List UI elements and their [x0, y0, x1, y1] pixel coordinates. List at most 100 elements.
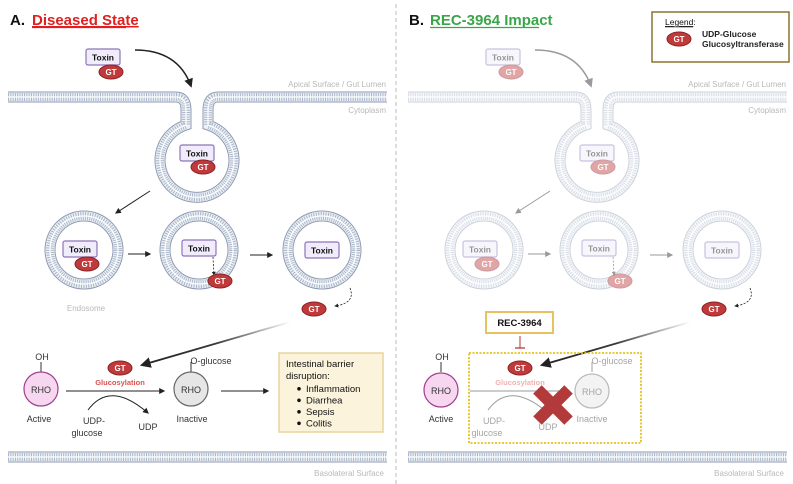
bullet-icon [297, 410, 301, 414]
legend-gt-icon [666, 31, 692, 47]
udp-glucose-label-1: UDP- [83, 416, 105, 426]
toxin-label: Toxin [69, 245, 91, 255]
basolateral-surface-label: Basolateral Surface [314, 469, 384, 478]
panel-b-letter: B. [409, 12, 424, 29]
toxin-label: Toxin [492, 53, 514, 63]
entry-arrow [134, 49, 193, 88]
panel-a: A. Diseased State Apical Surface / Gut L… [8, 12, 387, 478]
outcome-item: Inflammation [306, 384, 360, 395]
oh-label: OH [35, 352, 49, 362]
udp-label: UDP [138, 422, 157, 432]
red-x-icon [533, 385, 573, 425]
outcome-item: Sepsis [306, 407, 335, 418]
udp-glucose-arrow [87, 395, 149, 414]
gt-label: GT [308, 305, 319, 314]
toxin: Toxin [485, 48, 521, 66]
toxin-label: Toxin [586, 149, 608, 159]
toxin-label: Toxin [311, 246, 333, 256]
gt-to-rho-arrow-b [539, 321, 691, 368]
oh-label-b: OH [435, 352, 449, 362]
outcome-heading-2: disruption: [286, 371, 330, 382]
panel-b-active-elements: GT GT [408, 301, 787, 463]
gt-enzyme: GT [498, 64, 524, 80]
gt-label: GT [214, 277, 225, 286]
gt-label: GT [114, 364, 125, 373]
gt-enzyme: GT [107, 360, 133, 376]
gt-enzyme: GT [701, 301, 727, 317]
toxin: Toxin [462, 240, 498, 258]
release-arrow [334, 287, 352, 308]
udp-glucose-label-1-b: UDP- [483, 416, 505, 426]
gt-label: GT [481, 260, 492, 269]
outcome-heading-1: Intestinal barrier [286, 359, 354, 370]
glucosylation-label: Glucosylation [95, 378, 145, 387]
toxin: Toxin [579, 144, 615, 162]
rho-inactive-label: RHO [181, 385, 201, 395]
inhibitor-label: REC-3964 [497, 318, 542, 329]
toxin: Toxin [85, 48, 121, 66]
toxin-label: Toxin [186, 149, 208, 159]
panel-a-active-elements: GT GT [8, 301, 387, 463]
endosome [682, 210, 762, 290]
rho-active [23, 371, 59, 407]
rho-active-label: RHO [31, 385, 51, 395]
toxin: Toxin [704, 241, 740, 259]
translocation-arrow [211, 256, 216, 276]
bullet-icon [297, 398, 301, 403]
gt-label: GT [105, 68, 116, 77]
rho-inactive-b [574, 373, 610, 409]
arrows-b-faded [514, 49, 674, 276]
udp-label-b: UDP [538, 422, 557, 432]
toxin: Toxin [62, 240, 98, 258]
rho-inactive-label-b: RHO [582, 387, 602, 397]
panel-b: B. REC-3964 Impact Legend: GT UDP-Glucos… [408, 11, 790, 478]
rho-active-b [423, 372, 459, 408]
apical-surface-label: Apical Surface / Gut Lumen [288, 80, 386, 89]
active-label: Active [27, 414, 52, 424]
arrows-a [66, 49, 352, 414]
gt-label: GT [505, 68, 516, 77]
toxin-label: Toxin [188, 244, 210, 254]
inhibitor: REC-3964 [485, 311, 554, 349]
cytoplasm-label: Cytoplasm [348, 106, 386, 115]
legend-description-1: UDP-Glucose [702, 29, 757, 39]
udp-glucose-label-2: glucose [71, 428, 102, 438]
outcome-box: Intestinal barrier disruption: Inflammat… [278, 352, 384, 433]
panel-b-title: REC-3964 Impact [430, 12, 553, 29]
gt-enzyme: GT [474, 256, 500, 272]
gt-label: GT [81, 260, 92, 269]
bullet-icon [297, 421, 301, 426]
legend-gt-label: GT [673, 35, 684, 44]
endosome [559, 210, 639, 290]
legend-description-2: Glucosyltransferase [702, 39, 784, 49]
outcome-item: Diarrhea [306, 396, 343, 407]
gt-label: GT [197, 163, 208, 172]
basolateral-surface-label-b: Basolateral Surface [714, 469, 784, 478]
panel-a-pathway: Toxin GT Toxin GT Toxin GT Toxin GT Toxin [44, 48, 362, 290]
panel-a-letter: A. [10, 12, 25, 29]
active-label-b: Active [429, 414, 454, 424]
gt-label: GT [614, 277, 625, 286]
toxin-label: Toxin [588, 244, 610, 254]
o-glucose-label-b: O-glucose [591, 356, 632, 366]
gt-enzyme: GT [507, 360, 533, 376]
to-endosome-arrow [114, 190, 151, 214]
udp-glucose-label-2-b: glucose [471, 428, 502, 438]
endosome [282, 210, 362, 290]
panel-b-pathway: Toxin GT Toxin GT Toxin GT Toxin GT Toxin [444, 48, 762, 290]
bullet-icon [297, 387, 301, 391]
toxin-label: Toxin [92, 53, 114, 63]
inactive-label-b: Inactive [576, 414, 607, 424]
glucosylation-label-b: Glucosylation [495, 378, 545, 387]
blocked-reaction-box [468, 352, 642, 444]
apical-surface-label-b: Apical Surface / Gut Lumen [688, 80, 786, 89]
toxin-label: Toxin [469, 245, 491, 255]
gt-enzyme: GT [74, 256, 100, 272]
gt-enzyme: GT [207, 273, 233, 289]
endosome [444, 210, 524, 290]
rho-inactive [173, 371, 209, 407]
o-glucose-label: O-glucose [190, 356, 231, 366]
legend: Legend: GT UDP-Glucose Glucosyltransfera… [651, 11, 790, 63]
toxin-label: Toxin [711, 246, 733, 256]
